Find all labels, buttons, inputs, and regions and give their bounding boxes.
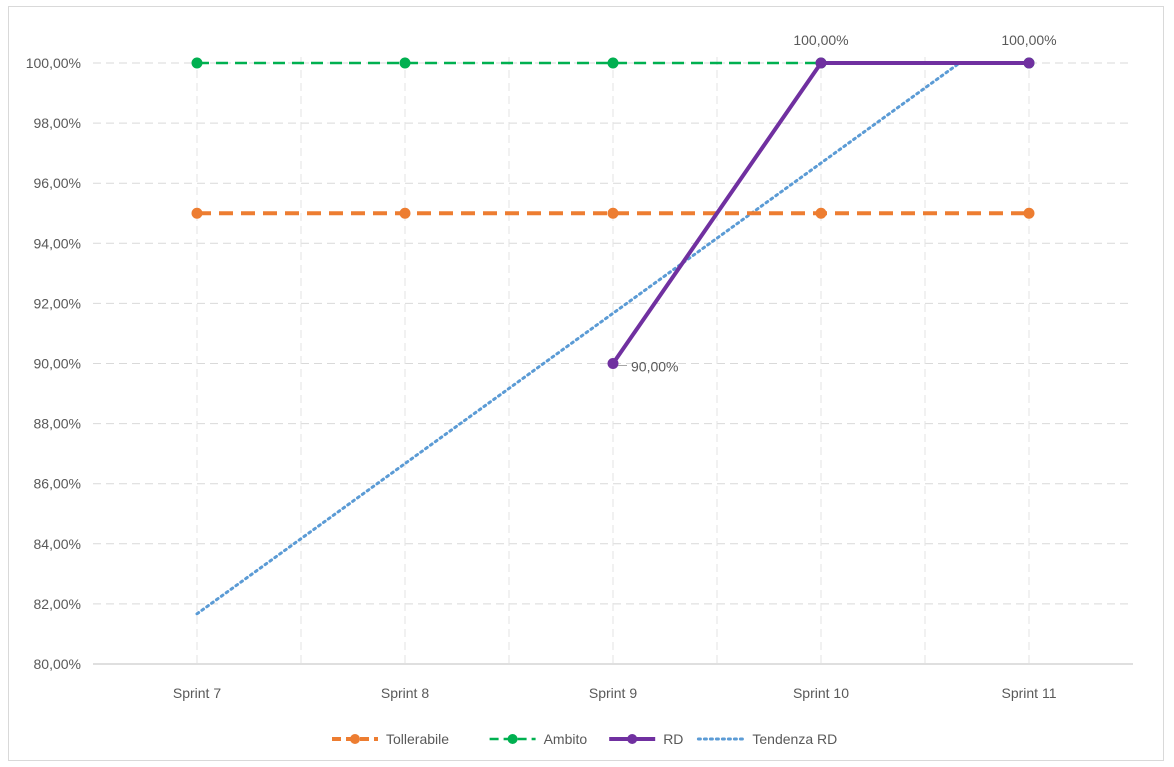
y-tick-label: 84,00% <box>34 536 81 552</box>
data-point-tollerabile <box>815 207 827 219</box>
data-point-tollerabile <box>1023 207 1035 219</box>
axes: 80,00% 82,00% 84,00% 86,00% 88,00% 90,00% 92,0… <box>26 55 1133 701</box>
data-label: 90,00% <box>631 359 678 375</box>
y-tick-label: 80,00% <box>34 656 81 672</box>
data-labels: 90,00% 100,00% 100,00% <box>618 32 1057 375</box>
data-point-ambito <box>399 57 411 69</box>
y-tick-label: 88,00% <box>34 416 81 432</box>
legend: Tollerabile Ambito RD Tendenza RD <box>332 731 837 747</box>
legend-marker <box>627 734 638 744</box>
y-tick-label: 94,00% <box>34 235 81 251</box>
legend-label: Tendenza RD <box>752 731 837 747</box>
legend-label: Tollerabile <box>386 731 449 747</box>
x-tick-label: Sprint 11 <box>1002 685 1057 701</box>
x-tick-label: Sprint 9 <box>589 685 637 701</box>
data-point-tollerabile <box>191 207 203 219</box>
series-line-tendenza-rd <box>195 61 962 616</box>
data-point-rd <box>607 358 619 369</box>
legend-label: Ambito <box>544 731 588 747</box>
y-tick-label: 90,00% <box>34 356 81 372</box>
legend-item-ambito: Ambito <box>489 731 588 747</box>
legend-item-tendenza-rd: Tendenza RD <box>696 731 837 747</box>
data-point-ambito <box>607 57 619 69</box>
data-point-rd <box>1023 57 1035 69</box>
y-tick-label: 98,00% <box>34 115 81 131</box>
data-point-tollerabile <box>607 207 619 219</box>
y-tick-label: 100,00% <box>26 55 81 71</box>
legend-marker <box>507 734 518 744</box>
data-label: 100,00% <box>793 32 848 48</box>
legend-item-rd: RD <box>609 731 683 747</box>
y-tick-label: 92,00% <box>34 295 81 311</box>
data-point-tollerabile <box>399 207 411 219</box>
y-tick-label: 82,00% <box>34 596 81 612</box>
line-chart: 80,00% 82,00% 84,00% 86,00% 88,00% 90,00% 92,0… <box>26 32 1133 747</box>
data-point-ambito <box>191 57 203 69</box>
x-tick-label: Sprint 7 <box>173 685 221 701</box>
legend-label: RD <box>663 731 683 747</box>
x-tick-label: Sprint 10 <box>793 685 849 701</box>
x-tick-label: Sprint 8 <box>381 685 429 701</box>
data-label: 100,00% <box>1001 32 1056 48</box>
legend-marker <box>350 734 360 744</box>
y-tick-label: 96,00% <box>34 175 81 191</box>
legend-item-tollerabile: Tollerabile <box>332 731 449 747</box>
data-point-rd <box>815 57 827 69</box>
y-tick-label: 86,00% <box>34 476 81 492</box>
chart-area: 80,00% 82,00% 84,00% 86,00% 88,00% 90,00% 92,0… <box>8 6 1164 761</box>
plot-series <box>191 57 1035 616</box>
